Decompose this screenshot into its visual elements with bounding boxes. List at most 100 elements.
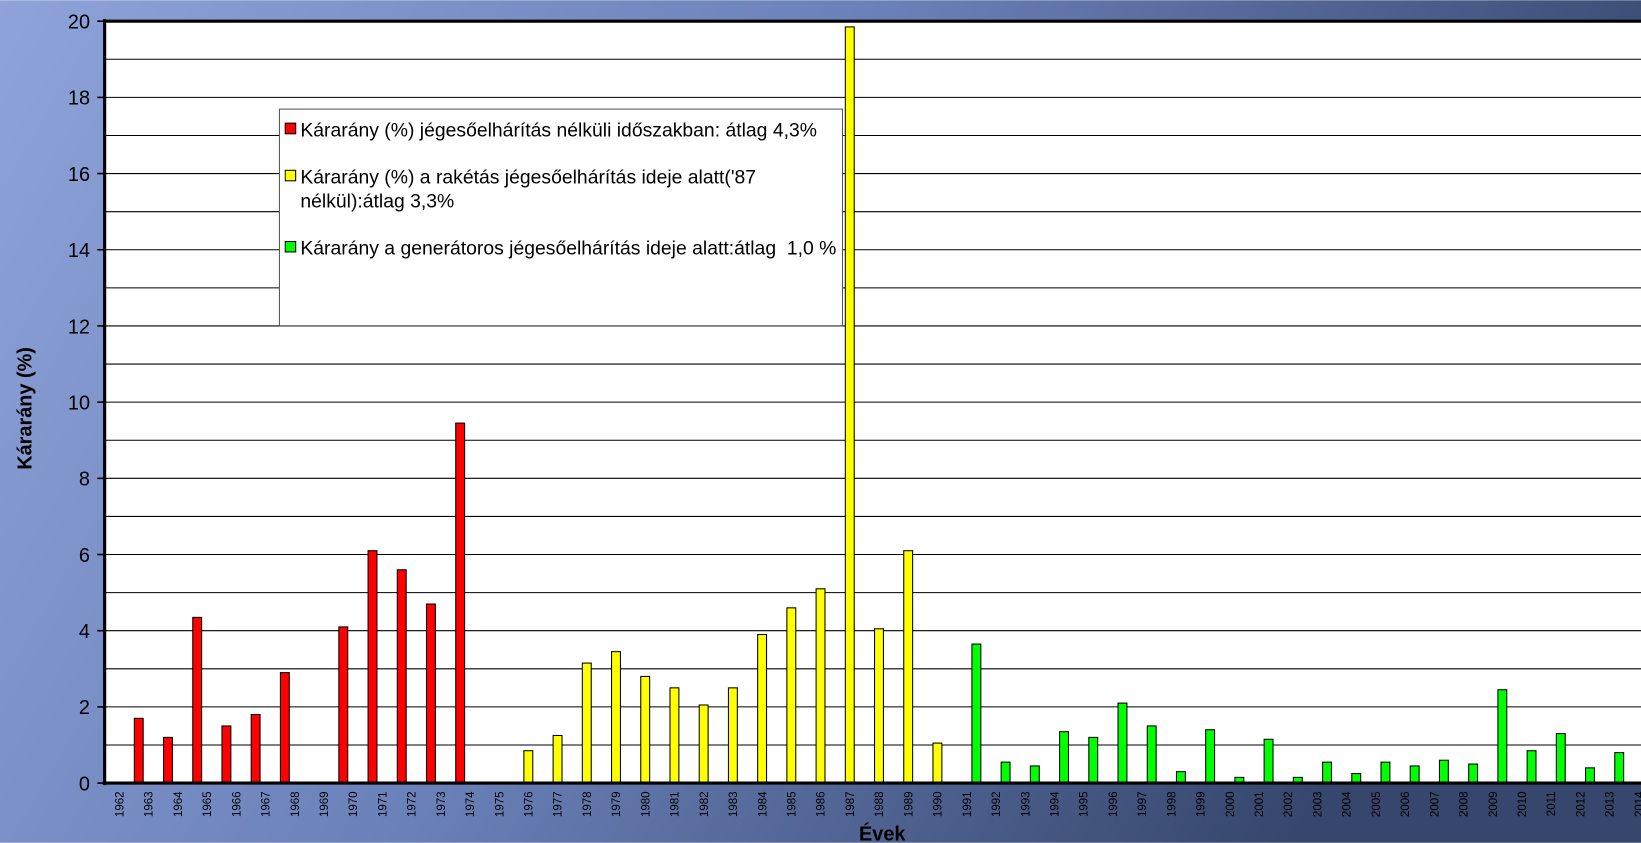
bars xyxy=(133,26,1625,784)
bar xyxy=(221,725,232,784)
x-tick-label: 1962 xyxy=(114,791,126,817)
bar xyxy=(338,626,349,784)
y-tick-label: 8 xyxy=(79,469,90,491)
bar xyxy=(1585,767,1595,784)
bar xyxy=(1117,702,1128,784)
legend-label: Kárarány a generátoros jégesőelhárítás i… xyxy=(300,236,837,259)
legend: Kárarány (%) jégesőelhárítás nélküli idő… xyxy=(284,117,842,259)
bar xyxy=(1614,752,1625,784)
x-tick-label: 1963 xyxy=(144,791,156,817)
grid xyxy=(104,20,1641,784)
bar xyxy=(1526,750,1537,784)
y-tick-label: 10 xyxy=(68,392,90,414)
bar xyxy=(727,687,738,784)
x-tick-label: 1995 xyxy=(1079,791,1091,817)
x-tick-label: 2002 xyxy=(1283,791,1295,817)
bar xyxy=(133,717,144,784)
x-tick-label: 2013 xyxy=(1605,791,1617,817)
x-tick-label: 2007 xyxy=(1429,791,1441,817)
y-tick-label: 16 xyxy=(68,164,90,186)
labels: 0 2 4 6 8 10 12 14 16 18 20 1962 1963 1964 1965 1966 196… xyxy=(68,12,1641,818)
x-tick-label: 1969 xyxy=(319,791,331,817)
y-tick-label: 4 xyxy=(79,621,90,643)
bar xyxy=(1029,765,1040,784)
x-tick-label: 1980 xyxy=(640,791,652,817)
x-tick-label: 1970 xyxy=(348,791,360,817)
x-tick-label: 2005 xyxy=(1371,791,1383,817)
bar xyxy=(1468,763,1479,784)
bar xyxy=(1263,738,1274,784)
bar xyxy=(1555,733,1566,784)
legend-item: Kárarány (%) jégesőelhárítás nélküli idő… xyxy=(284,117,842,141)
x-tick-label: 1978 xyxy=(582,791,594,817)
x-tick-label: 2014 xyxy=(1634,791,1641,817)
y-tick-label: 18 xyxy=(68,88,90,110)
x-tick-label: 2004 xyxy=(1342,791,1354,817)
x-tick-label: 1977 xyxy=(553,791,565,817)
x-tick-label: 1974 xyxy=(465,791,477,817)
bar xyxy=(1059,731,1070,784)
x-tick-label: 1998 xyxy=(1166,791,1178,817)
bar xyxy=(932,742,943,784)
legend-items: Kárarány (%) jégesőelhárítás nélküli idő… xyxy=(284,117,842,259)
x-tick-label: 1976 xyxy=(524,791,536,817)
legend-swatch xyxy=(284,169,297,182)
x-tick-label: 1985 xyxy=(787,791,799,817)
x-tick-label: 2008 xyxy=(1459,791,1471,817)
x-axis-title: Évek xyxy=(859,823,906,843)
bar xyxy=(1000,761,1011,784)
bar xyxy=(192,616,203,784)
x-tick-label: 1984 xyxy=(757,791,769,817)
x-tick-label: 1991 xyxy=(962,791,974,817)
x-tick-label: 1994 xyxy=(1049,791,1061,817)
bar xyxy=(1175,771,1186,784)
y-axis-title: Kárarány (%) xyxy=(14,347,36,470)
y-tick-label: 12 xyxy=(68,316,90,338)
legend-box xyxy=(278,108,844,327)
bar xyxy=(279,672,290,784)
x-tick-label: 1999 xyxy=(1196,791,1208,817)
bar xyxy=(786,607,797,784)
bar xyxy=(640,675,651,784)
legend-label: Kárarány (%) a rakétás jégesőelhárítás i… xyxy=(300,165,762,212)
x-tick-label: 1973 xyxy=(436,791,448,817)
x-tick-label: 1996 xyxy=(1108,791,1120,817)
x-tick-label: 2001 xyxy=(1254,791,1266,817)
bar xyxy=(250,713,261,784)
x-tick-label: 1981 xyxy=(670,791,682,817)
bar xyxy=(1380,761,1391,784)
legend-item: Kárarány (%) a rakétás jégesőelhárítás i… xyxy=(284,165,842,213)
y-tick-label: 0 xyxy=(79,773,90,795)
bar xyxy=(163,736,173,784)
bar xyxy=(367,550,378,784)
legend-label: Kárarány (%) jégesőelhárítás nélküli idő… xyxy=(300,118,817,141)
bar xyxy=(903,550,914,784)
bar xyxy=(698,704,709,784)
bar xyxy=(815,588,826,784)
legend-swatch xyxy=(284,122,297,135)
x-tick-label: 2011 xyxy=(1546,791,1558,816)
x-tick-label: 1965 xyxy=(202,791,214,817)
x-tick-label: 1990 xyxy=(933,791,945,817)
x-tick-label: 1967 xyxy=(261,791,273,817)
bar xyxy=(971,643,982,784)
x-tick-label: 1979 xyxy=(611,791,623,817)
x-tick-label: 1992 xyxy=(991,791,1003,817)
x-tick-label: 2000 xyxy=(1225,791,1237,817)
y-tick-label: 14 xyxy=(68,240,90,262)
x-tick-label: 1975 xyxy=(494,791,506,817)
x-tick-label: 2006 xyxy=(1400,791,1412,817)
x-tick-label: 1987 xyxy=(845,791,857,817)
y-tick-label: 20 xyxy=(68,12,90,34)
x-tick-label: 1989 xyxy=(903,791,915,817)
x-tick-label: 1986 xyxy=(816,791,828,817)
bar xyxy=(1497,689,1508,784)
bar xyxy=(1322,761,1332,784)
bar xyxy=(874,628,884,784)
x-tick-label: 1988 xyxy=(874,791,886,817)
bar xyxy=(757,633,768,784)
y-tick-label: 6 xyxy=(79,545,90,567)
bar xyxy=(425,603,436,784)
